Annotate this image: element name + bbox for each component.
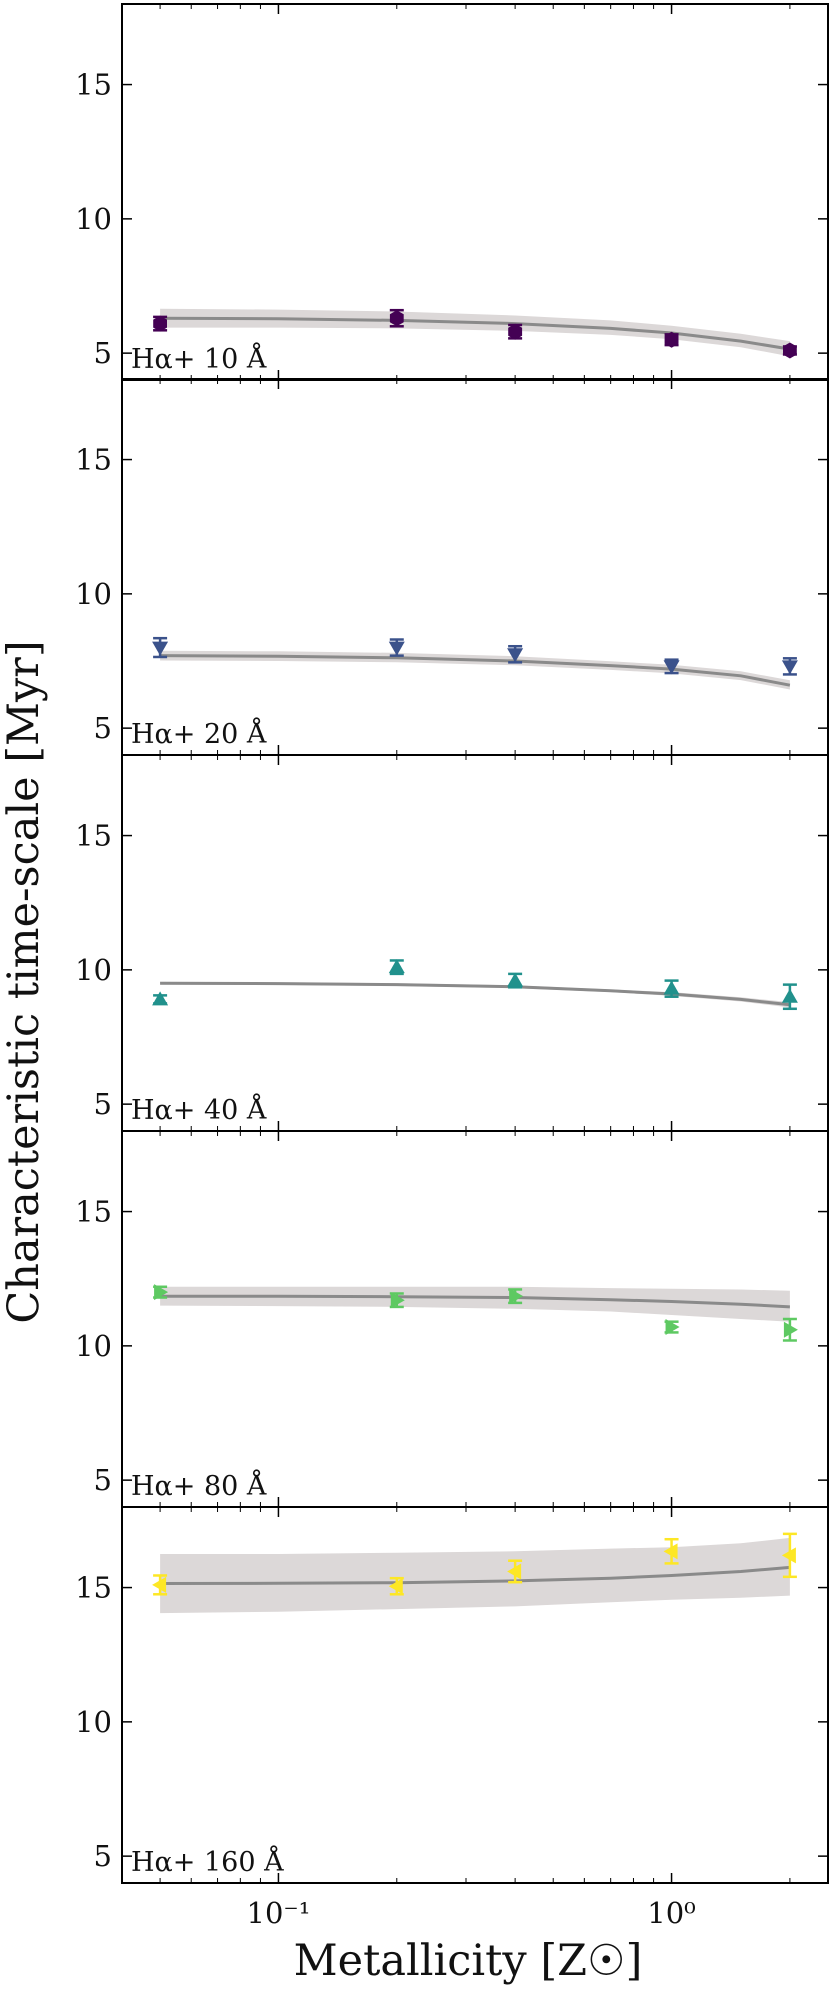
- panel-frame: [121, 378, 829, 756]
- data-point: [663, 980, 680, 995]
- fit-line: [160, 1565, 791, 1585]
- panel-frame: [121, 1130, 829, 1508]
- data-point: [152, 641, 169, 656]
- panel-label: Hα+ 40 Å: [131, 1093, 267, 1126]
- panel-frame: [121, 1506, 829, 1884]
- data-point: [781, 1547, 796, 1564]
- data-point: [783, 342, 797, 359]
- data-point: [388, 1578, 403, 1595]
- panel-frame: [121, 754, 829, 1132]
- panel-label: Hα+ 10 Å: [131, 342, 267, 375]
- y-tick-label: 5: [94, 1839, 112, 1873]
- data-point: [153, 315, 167, 332]
- y-tick-label: 5: [94, 1463, 112, 1497]
- y-tick-label: 15: [75, 68, 112, 102]
- data-point: [663, 660, 680, 675]
- panel-label: Hα+ 80 Å: [131, 1469, 267, 1502]
- data-point: [508, 323, 523, 340]
- y-tick-label: 10: [75, 202, 112, 236]
- x-tick-label: 10⁻¹: [247, 1896, 311, 1930]
- panel-5: 5 10 15 Hα+ 160 Å: [75, 1506, 829, 1884]
- data-point: [152, 991, 169, 1006]
- y-tick-label: 5: [94, 1087, 112, 1121]
- data-point: [664, 331, 679, 348]
- fit-uncertainty-band: [160, 650, 790, 690]
- fit-uncertainty-band: [160, 1286, 790, 1322]
- panel-2: 5 10 15 Hα+ 20 Å: [75, 378, 829, 756]
- y-tick-label: 5: [94, 711, 112, 745]
- fit-line: [160, 316, 791, 351]
- data-point: [509, 1288, 524, 1305]
- fit-line: [160, 1294, 790, 1309]
- data-point: [388, 641, 405, 656]
- data-point: [389, 310, 404, 327]
- fit-uncertainty-band: [160, 1537, 790, 1614]
- y-tick-label: 15: [75, 443, 112, 477]
- panel-label: Hα+ 20 Å: [131, 717, 267, 750]
- y-tick-label: 15: [75, 819, 112, 853]
- fit-line: [160, 981, 791, 1007]
- fit-line: [160, 654, 791, 687]
- y-tick-label: 15: [75, 1195, 112, 1229]
- data-point: [390, 1292, 405, 1309]
- y-tick-label: 10: [75, 1705, 112, 1739]
- data-point: [154, 1284, 169, 1301]
- y-tick-label: 10: [75, 577, 112, 611]
- panel-1: 5 10 15 Hα+ 10 Å: [75, 3, 829, 381]
- y-tick-label: 5: [94, 336, 112, 370]
- data-point: [152, 1576, 167, 1593]
- panel-label: Hα+ 160 Å: [131, 1845, 284, 1878]
- data-point: [665, 1319, 680, 1336]
- data-point: [781, 988, 798, 1003]
- data-point: [783, 1321, 798, 1338]
- x-tick-label: 10⁰: [647, 1896, 696, 1930]
- panel-3: 5 10 15 Hα+ 40 Å: [75, 754, 829, 1132]
- y-tick-label: 10: [75, 953, 112, 987]
- data-point: [507, 1563, 522, 1580]
- data-point: [507, 972, 524, 987]
- data-point: [507, 648, 524, 663]
- x-axis-title: Metallicity [Z☉]: [294, 1936, 643, 1986]
- y-tick-label: 10: [75, 1329, 112, 1363]
- data-point: [388, 959, 405, 974]
- data-point: [663, 1543, 678, 1560]
- y-axis-title: Characteristic time-scale [Myr]: [0, 640, 49, 1323]
- panel-4: 5 10 15 Hα+ 80 Å: [75, 1130, 829, 1508]
- data-point: [781, 660, 798, 675]
- y-tick-label: 15: [75, 1571, 112, 1605]
